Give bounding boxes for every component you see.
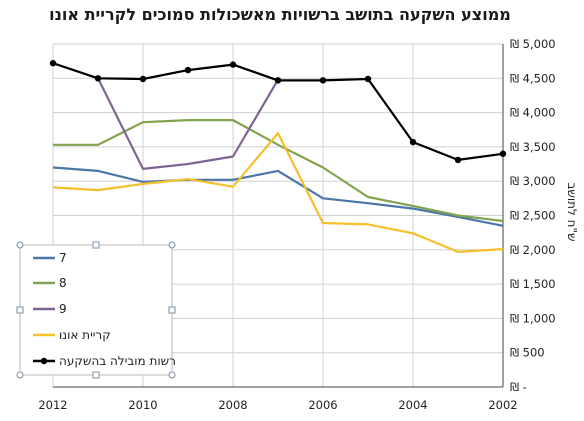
y-tick-label: ₪ 5,000 xyxy=(510,37,556,51)
data-point xyxy=(94,75,102,82)
legend-item: 8 xyxy=(33,276,67,290)
series-line-1 xyxy=(53,119,504,223)
y-tick-label: ₪ 500 xyxy=(510,346,545,360)
y-tick-label: ₪ 4,000 xyxy=(510,106,556,120)
y-tick-labels: ₪ - ₪ 500 ₪ 1,000 ₪ 1,500 ₪ 2,000 ₪ 2,500 ₪ 3,… xyxy=(510,37,556,394)
series-lines xyxy=(52,62,504,253)
legend-selection-handles xyxy=(16,241,176,379)
y-tick-label: ₪ 4,500 xyxy=(510,71,556,85)
legend-label: 7 xyxy=(59,251,67,265)
legend-handle[interactable] xyxy=(92,241,100,249)
chart-title: ממוצע השקעה בתושב ברשויות מאשכולות סמוכי… xyxy=(49,5,511,24)
data-point xyxy=(409,138,417,146)
y-tick-label: ₪ 1,500 xyxy=(510,277,556,291)
data-point xyxy=(319,77,327,84)
legend-label: רשות מובילה בהשקעה xyxy=(59,354,176,368)
legend-marker xyxy=(40,357,48,365)
legend-handle[interactable] xyxy=(168,371,176,379)
data-point xyxy=(49,60,57,67)
series-markers xyxy=(49,60,507,164)
series-line-0 xyxy=(52,166,504,227)
legend: 7 8 9 קריית אונו רשות מובילה בהשקעה xyxy=(16,241,176,379)
legend-item: 9 xyxy=(33,302,67,316)
data-point xyxy=(364,75,372,83)
x-tick-label: 2004 xyxy=(398,398,427,412)
legend-handle[interactable] xyxy=(16,241,24,249)
y-tick-label: ₪ 3,500 xyxy=(510,140,556,154)
x-tick-label: 2008 xyxy=(218,398,247,412)
data-point xyxy=(499,150,507,157)
series-line-3 xyxy=(52,132,504,253)
y-tick-label: ₪ - xyxy=(510,380,527,394)
data-point xyxy=(184,66,192,74)
legend-handle[interactable] xyxy=(16,371,24,379)
data-point xyxy=(454,156,462,164)
series-line-2 xyxy=(97,77,279,170)
x-tick-label: 2012 xyxy=(38,398,67,412)
data-point xyxy=(139,75,147,83)
data-point xyxy=(274,77,282,84)
legend-handle[interactable] xyxy=(16,306,24,314)
legend-item: רשות מובילה בהשקעה xyxy=(33,354,176,368)
x-tick-labels: 2002 2004 2006 2008 2010 2012 xyxy=(38,398,517,412)
legend-label: 9 xyxy=(59,302,67,316)
x-tick-label: 2006 xyxy=(308,398,337,412)
y-tick-label: ₪ 1,000 xyxy=(510,311,556,325)
legend-label: 8 xyxy=(59,276,67,290)
legend-handle[interactable] xyxy=(168,306,176,314)
legend-handle[interactable] xyxy=(168,241,176,249)
y-tick-label: ₪ 2,500 xyxy=(510,209,556,223)
legend-item: קריית אונו xyxy=(33,328,111,342)
y-tick-label: ₪ 2,000 xyxy=(510,243,556,257)
legend-handle[interactable] xyxy=(92,371,100,379)
x-tick-label: 2010 xyxy=(128,398,157,412)
y-tick-label: ₪ 3,000 xyxy=(510,174,556,188)
legend-item: 7 xyxy=(33,251,67,265)
x-tick-label: 2002 xyxy=(488,398,517,412)
data-point xyxy=(229,61,237,68)
legend-label: קריית אונו xyxy=(59,328,111,342)
y-axis-title: ש"ח לתושב xyxy=(565,182,579,241)
gridlines xyxy=(52,43,504,388)
